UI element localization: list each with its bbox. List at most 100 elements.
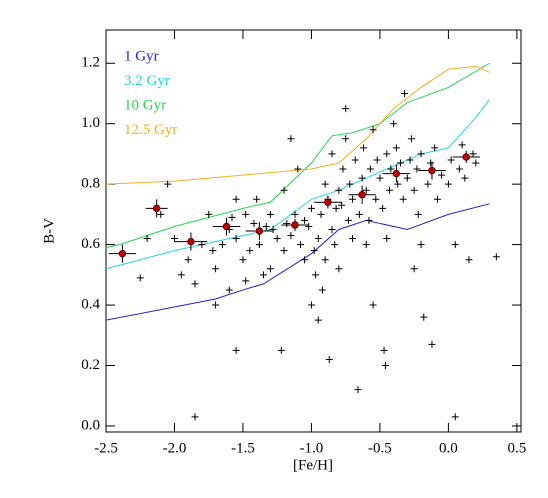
- star-marker: [379, 204, 387, 212]
- star-marker: [433, 195, 441, 203]
- x-tick-label: 0.0: [439, 440, 458, 456]
- star-marker: [383, 150, 391, 158]
- star-marker: [410, 186, 418, 194]
- star-marker: [407, 135, 415, 143]
- star-marker: [451, 413, 459, 421]
- star-marker: [461, 174, 469, 182]
- star-marker: [381, 362, 389, 370]
- star-marker: [369, 301, 377, 309]
- star-marker: [317, 210, 325, 218]
- star-marker: [212, 301, 220, 309]
- star-marker: [349, 235, 357, 243]
- star-marker: [417, 150, 425, 158]
- star-marker: [212, 265, 220, 273]
- star-marker: [312, 271, 320, 279]
- star-marker: [346, 180, 354, 188]
- star-marker: [291, 210, 299, 218]
- star-marker: [417, 241, 425, 249]
- star-marker: [294, 165, 302, 173]
- star-marker: [218, 241, 226, 249]
- star-marker: [225, 286, 233, 294]
- star-marker: [414, 210, 422, 218]
- star-marker: [191, 413, 199, 421]
- star-marker: [209, 247, 217, 255]
- legend-entry: 12.5 Gyr: [124, 122, 177, 138]
- star-marker: [273, 235, 281, 243]
- star-marker: [314, 316, 322, 324]
- star-marker: [349, 195, 357, 203]
- star-marker: [198, 241, 206, 249]
- star-marker: [451, 241, 459, 249]
- star-marker: [177, 271, 185, 279]
- star-marker: [250, 219, 258, 227]
- star-marker: [164, 180, 172, 188]
- x-tick-label: 0.5: [508, 440, 527, 456]
- star-marker: [157, 210, 165, 218]
- star-marker: [314, 235, 322, 243]
- star-marker: [255, 241, 263, 249]
- star-marker: [253, 195, 261, 203]
- y-tick-label: 0.8: [81, 176, 100, 192]
- star-marker: [310, 247, 318, 255]
- legend-entry: 3.2 Gyr: [124, 73, 170, 89]
- star-marker: [277, 346, 285, 354]
- star-marker: [413, 165, 421, 173]
- y-tick-label: 0.6: [81, 236, 100, 252]
- star-marker: [365, 216, 373, 224]
- star-marker: [328, 150, 336, 158]
- star-marker: [335, 265, 343, 273]
- star-marker: [307, 301, 315, 309]
- mean-point: [428, 166, 436, 175]
- star-marker: [143, 235, 151, 243]
- star-marker: [269, 225, 277, 233]
- star-marker: [401, 89, 409, 97]
- star-marker: [396, 159, 404, 167]
- star-marker: [380, 346, 388, 354]
- star-marker: [328, 225, 336, 233]
- mean-point: [222, 222, 231, 231]
- mean-point: [462, 153, 470, 161]
- star-marker: [469, 150, 477, 158]
- legend-entry: 1 Gyr: [124, 48, 159, 64]
- star-marker: [344, 216, 352, 224]
- star-marker: [184, 256, 192, 264]
- star-marker: [232, 346, 240, 354]
- star-marker: [232, 235, 240, 243]
- star-marker: [465, 256, 473, 264]
- x-tick-label: -1.0: [300, 440, 324, 456]
- star-marker: [335, 186, 343, 194]
- star-marker: [424, 180, 432, 188]
- star-marker: [338, 201, 346, 209]
- star-marker: [399, 195, 407, 203]
- isochrone-line: [105, 203, 490, 321]
- star-marker: [287, 135, 295, 143]
- y-tick-label: 0.0: [81, 417, 100, 433]
- star-marker: [472, 159, 480, 167]
- star-marker: [228, 213, 236, 221]
- star-marker: [444, 180, 452, 188]
- star-marker: [136, 274, 144, 282]
- star-marker: [301, 216, 309, 224]
- y-axis-label: B-V: [41, 218, 57, 244]
- x-axis-label: [Fe/H]: [293, 457, 333, 473]
- star-marker: [283, 219, 291, 227]
- star-marker: [205, 210, 213, 218]
- x-tick-label: -0.5: [368, 440, 392, 456]
- star-marker: [331, 241, 339, 249]
- star-marker: [369, 126, 377, 134]
- legend-entry: 10 Gyr: [124, 97, 166, 113]
- star-marker: [342, 135, 350, 143]
- star-marker: [458, 141, 466, 149]
- star-marker: [362, 186, 370, 194]
- star-marker: [392, 144, 400, 152]
- star-marker: [262, 222, 270, 230]
- star-marker: [383, 235, 391, 243]
- star-marker: [354, 386, 362, 394]
- star-marker: [307, 204, 315, 212]
- y-tick-label: 0.4: [81, 296, 100, 312]
- mean-point: [392, 169, 401, 178]
- star-marker: [386, 186, 394, 194]
- star-marker: [387, 165, 395, 173]
